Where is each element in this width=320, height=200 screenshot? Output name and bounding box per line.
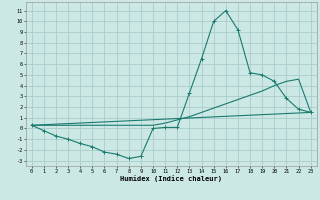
X-axis label: Humidex (Indice chaleur): Humidex (Indice chaleur): [120, 175, 222, 182]
